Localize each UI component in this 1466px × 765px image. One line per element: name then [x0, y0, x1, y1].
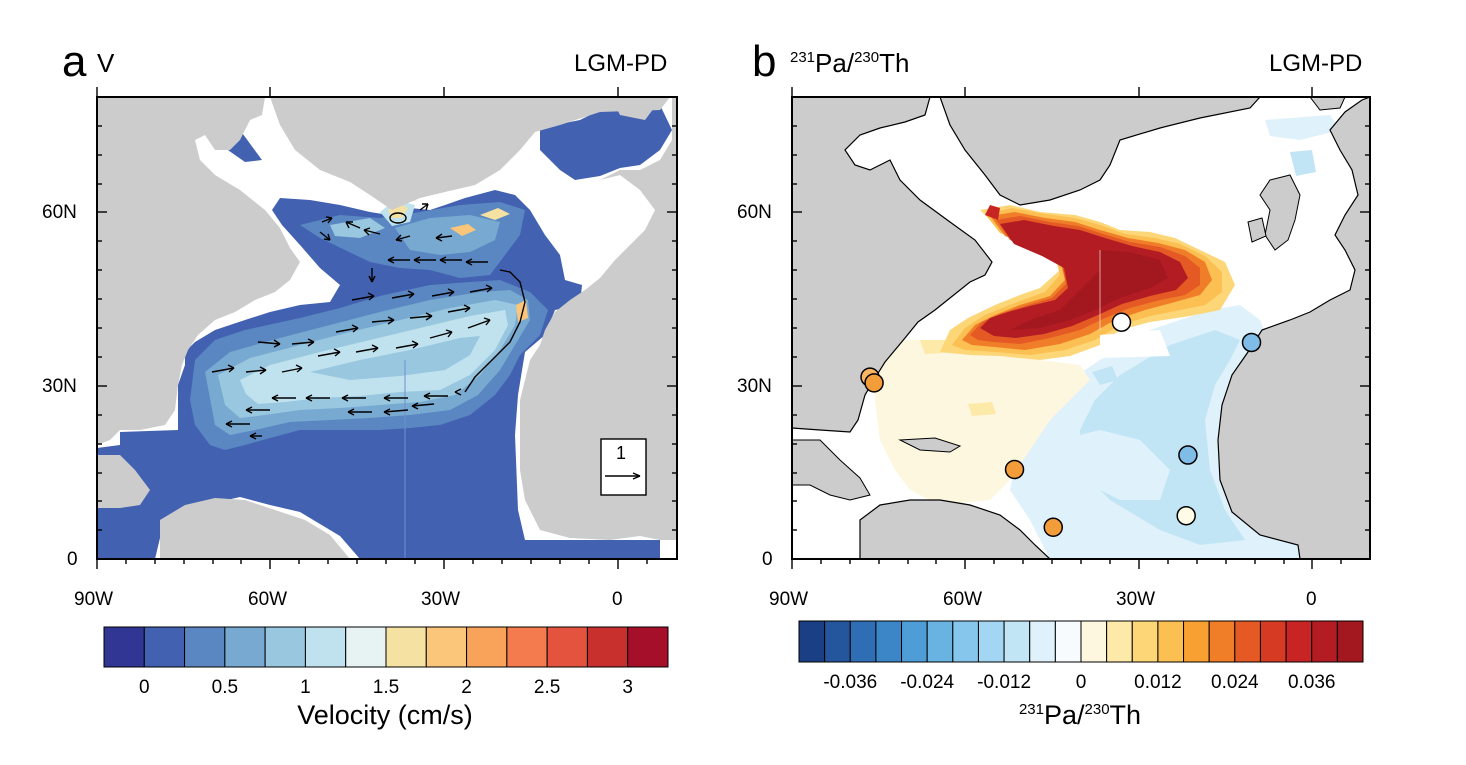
reference-vector-box	[600, 438, 647, 496]
land-europe-africa	[520, 97, 677, 540]
panel-a-xtick-60w: 60W	[248, 589, 288, 610]
observation-site-marker	[1111, 312, 1132, 332]
observation-site-marker	[864, 373, 884, 393]
panel-a-xtick-90w: 90W	[74, 589, 114, 610]
colorbar-b-title-base2: Th	[1109, 700, 1142, 730]
panel-b-xtick-90w: 90W	[769, 589, 809, 610]
velocity-field-north	[540, 105, 672, 180]
colorbar-a-tick: 2	[461, 677, 472, 698]
colorbar-a-tick: 0	[138, 677, 150, 698]
observation-site-marker	[1176, 505, 1196, 526]
colorbar-b-tick: 0.024	[1211, 672, 1259, 693]
colorbar-a-tick: 1	[300, 677, 311, 698]
eddy-ellipse	[389, 212, 407, 224]
land-south-america	[160, 498, 350, 559]
colorbar-b-title-sup2: 230	[1084, 701, 1110, 718]
panel-a-ytick-0: 0	[67, 549, 78, 570]
land-greenland-b	[939, 97, 1261, 206]
pa-th-max-region	[980, 220, 1188, 338]
panel-b-letter: b	[752, 37, 777, 86]
observation-site-marker	[1043, 517, 1064, 537]
panel-b-ytick-0: 0	[762, 549, 773, 570]
colorbar-a-tick: 0.5	[211, 677, 239, 698]
observation-site-marker	[1004, 459, 1025, 480]
land-europe-africa-b	[1217, 97, 1370, 559]
velocity-arrows	[211, 203, 526, 440]
panel-a-xtick-0: 0	[612, 589, 623, 610]
panel-a-experiment: LGM-PD	[574, 50, 668, 77]
panel-a-variable: V	[97, 48, 115, 78]
panel-b-var-sup1: 231	[790, 49, 816, 66]
panel-a-ytick-30n: 30N	[42, 376, 77, 397]
colorbar-b-title-base1: Pa/	[1043, 700, 1085, 730]
colorbar-b-tick: 0.012	[1134, 672, 1182, 693]
observation-site-marker	[1178, 445, 1198, 465]
colorbar-b-tick: -0.012	[977, 672, 1032, 693]
colorbar-a-title: Velocity (cm/s)	[297, 700, 473, 730]
colorbar-a-tick: 3	[622, 677, 633, 698]
land-greenland	[270, 97, 670, 210]
colorbar-b-tick: 0	[1075, 672, 1087, 693]
colorbar-a-tick: 2.5	[533, 677, 561, 698]
panel-b-xtick-60w: 60W	[943, 589, 983, 610]
panel-b-var-sup2: 230	[854, 49, 880, 66]
observation-site-marker	[1241, 332, 1262, 353]
panel-b-ytick-30n: 30N	[737, 376, 772, 397]
colorbar-b-tick: -0.036	[823, 672, 878, 693]
land-north-america	[97, 97, 300, 445]
colorbar-b-title: 231Pa/230Th	[1019, 700, 1141, 731]
panel-a-ytick-60n: 60N	[42, 202, 77, 223]
land-central-america	[97, 455, 150, 508]
panel-b-xtick-0: 0	[1306, 589, 1317, 610]
panel-b-var-base2: Th	[879, 48, 910, 78]
panel-b-experiment: LGM-PD	[1269, 50, 1363, 77]
colorbar-b-tick: 0.036	[1287, 672, 1336, 693]
reference-vector-label: 1	[616, 443, 627, 463]
panel-a-letter: a	[62, 37, 87, 86]
panel-b-var-base1: Pa/	[815, 48, 855, 78]
panel-b-xtick-30w: 30W	[1116, 589, 1156, 610]
colorbar-b-tick: -0.024	[900, 672, 955, 693]
panel-b-variable: 231Pa/230Th	[790, 50, 909, 76]
colorbar-b-title-sup1: 231	[1018, 701, 1044, 718]
land-south-america-b	[859, 499, 1051, 559]
panel-a-xtick-30w: 30W	[421, 589, 461, 610]
panel-b-ytick-60n: 60N	[737, 202, 772, 223]
land-north-america-b	[792, 97, 993, 433]
colorbar-a-tick: 1.5	[372, 677, 400, 698]
